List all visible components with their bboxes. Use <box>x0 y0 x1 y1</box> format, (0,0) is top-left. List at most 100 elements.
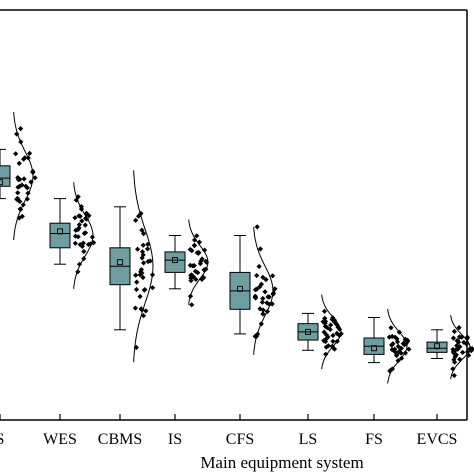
data-point-ls <box>337 326 343 332</box>
data-point-fs <box>392 346 398 352</box>
data-point-s <box>16 215 22 221</box>
data-point-wes <box>72 240 78 246</box>
data-point-wes <box>78 206 85 212</box>
data-point-cfs <box>259 299 265 305</box>
data-point-ls <box>329 343 335 349</box>
data-point-wes <box>76 225 82 231</box>
data-point-ls <box>324 325 330 331</box>
data-point-s <box>25 155 31 161</box>
data-point-ls <box>334 338 340 344</box>
data-point-wes <box>82 230 89 236</box>
data-point-fs <box>389 342 395 348</box>
data-point-wes <box>82 222 88 228</box>
data-point-fs <box>386 334 392 340</box>
data-point-is <box>201 275 207 281</box>
data-point-is <box>189 248 195 254</box>
data-point-cbms <box>139 227 145 233</box>
box-group-wes <box>49 182 97 289</box>
data-point-cfs <box>260 274 266 280</box>
data-point-s <box>13 151 19 157</box>
data-point-evcs <box>452 354 458 360</box>
data-point-evcs <box>466 352 472 358</box>
data-point-cfs <box>263 277 269 283</box>
data-point-cfs <box>255 331 261 337</box>
data-point-cfs <box>252 287 259 293</box>
x-axis-title: Main equipment system <box>200 453 363 472</box>
data-point-wes <box>79 243 85 249</box>
data-point-cfs <box>252 333 258 339</box>
box-wes <box>49 222 71 249</box>
data-point-ls <box>333 321 339 327</box>
data-point-ls <box>321 308 328 314</box>
data-point-fs <box>389 366 395 372</box>
data-point-fs <box>389 347 395 353</box>
data-point-cfs <box>256 263 262 270</box>
data-point-s <box>15 190 21 196</box>
data-point-cfs <box>260 295 266 302</box>
x-tick-labels: S WES CBMS IS CFS LS FS EVCS <box>0 431 457 448</box>
data-point-wes <box>89 234 95 240</box>
mean-marker-wes <box>57 228 63 235</box>
data-point-cbms <box>133 217 139 223</box>
data-point-wes <box>81 256 87 262</box>
mean-marker-cfs <box>237 285 243 292</box>
data-point-fs <box>406 346 412 352</box>
data-point-s <box>28 179 34 185</box>
data-point-cfs <box>254 224 260 230</box>
data-point-s <box>22 155 28 161</box>
data-point-s <box>16 160 22 166</box>
data-point-is <box>189 302 195 308</box>
data-point-cbms <box>141 287 147 293</box>
data-point-s <box>15 195 21 202</box>
data-point-wes <box>77 213 83 219</box>
data-point-evcs <box>457 356 463 362</box>
data-point-ls <box>323 344 329 350</box>
data-point-fs <box>394 351 400 357</box>
data-point-cbms <box>133 286 140 293</box>
data-point-s <box>21 176 27 182</box>
data-point-cfs <box>257 246 263 252</box>
data-point-s <box>19 182 25 188</box>
data-point-evcs <box>452 359 458 365</box>
mean-marker-is <box>172 257 178 264</box>
data-point-cfs <box>260 311 266 317</box>
data-point-wes <box>78 204 84 210</box>
data-point-cbms <box>143 308 149 314</box>
data-point-is <box>188 278 194 284</box>
data-point-cfs <box>254 272 260 279</box>
data-point-cbms <box>133 344 139 351</box>
data-point-cbms <box>140 274 146 281</box>
data-point-evcs <box>450 349 456 355</box>
data-point-evcs <box>461 339 467 345</box>
data-point-cbms <box>132 305 138 311</box>
data-point-cfs <box>270 290 277 296</box>
data-point-fs <box>387 368 393 374</box>
data-point-fs <box>397 349 403 355</box>
data-point-cbms <box>134 279 140 285</box>
box-series <box>0 112 474 384</box>
data-point-evcs <box>454 343 460 349</box>
data-point-cbms <box>139 307 145 313</box>
data-point-fs <box>398 345 404 351</box>
box-group-ls <box>297 294 344 370</box>
data-point-is <box>201 267 207 273</box>
data-point-ls <box>324 335 330 341</box>
data-point-cbms <box>145 241 151 247</box>
box-group-is <box>164 219 209 308</box>
data-point-is <box>193 276 199 282</box>
data-point-is <box>192 268 199 274</box>
data-point-ls <box>330 332 336 339</box>
data-point-evcs <box>464 349 471 355</box>
data-point-is <box>195 270 201 276</box>
data-point-s <box>24 196 30 202</box>
data-point-ls <box>325 343 331 349</box>
data-point-s <box>25 190 31 196</box>
data-point-evcs <box>459 334 465 340</box>
data-point-wes <box>72 215 78 221</box>
x-tick-label-ls: LS <box>299 431 318 448</box>
data-point-is <box>187 262 193 268</box>
box-group-cfs <box>229 224 278 355</box>
x-tick-label-evcs: EVCS <box>417 431 458 448</box>
data-point-evcs <box>451 357 457 363</box>
data-point-cbms <box>137 272 143 278</box>
